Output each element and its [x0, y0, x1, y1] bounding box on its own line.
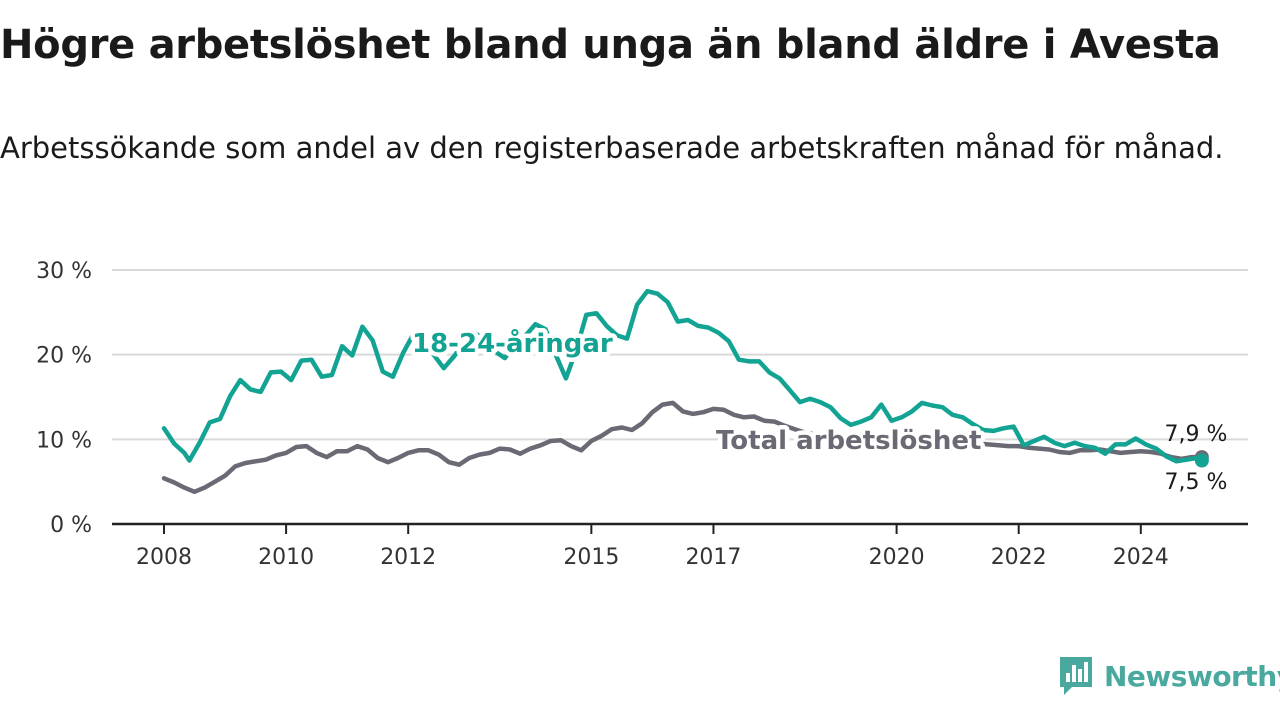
series-label-youth: 18-24-åringar [412, 327, 613, 359]
endpoint-youth [1194, 453, 1209, 468]
gridlines [112, 269, 1248, 441]
newsworthy-brand: Newsworthy [1058, 654, 1280, 698]
end-label-total: 7,9 % [1165, 422, 1228, 447]
x-axis-ticks: 2008 2010 2012 2015 2017 2020 2022 2024 [136, 524, 1169, 570]
x-tick-label: 2012 [380, 545, 436, 570]
x-tick-label: 2020 [869, 545, 925, 570]
x-tick-label: 2017 [685, 545, 741, 570]
y-tick-label: 10 % [36, 428, 92, 453]
end-label-youth: 7,5 % [1165, 470, 1228, 495]
y-tick-label: 0 % [50, 513, 92, 538]
x-tick-label: 2015 [563, 545, 619, 570]
newsworthy-logo-icon [1060, 657, 1092, 695]
series-label-total: Total arbetslöshet [716, 426, 981, 456]
series-line-total [161, 400, 1205, 495]
x-tick-label: 2008 [136, 545, 192, 570]
series-labels: 18-24-åringar Total arbetslöshet 7,9 % 7,5 … [408, 323, 1228, 496]
x-tick-label: 2010 [258, 545, 314, 570]
brand-name: Newsworthy [1104, 659, 1280, 693]
line-chart: 0 % 10 % 20 % 30 % 2008 2010 2012 2015 2017 2020… [36, 259, 1248, 570]
x-tick-label: 2022 [991, 545, 1047, 570]
y-axis-ticks: 0 % 10 % 20 % 30 % [36, 259, 92, 538]
chart-title: Högre arbetslöshet bland unga än bland ä… [0, 22, 1221, 68]
chart-subtitle: Arbetssökande som andel av den registerb… [0, 131, 1224, 165]
series-lines [161, 288, 1209, 495]
x-tick-label: 2024 [1113, 545, 1169, 570]
series-line-youth [161, 288, 1205, 464]
y-tick-label: 20 % [36, 344, 92, 369]
y-tick-label: 30 % [36, 259, 92, 284]
